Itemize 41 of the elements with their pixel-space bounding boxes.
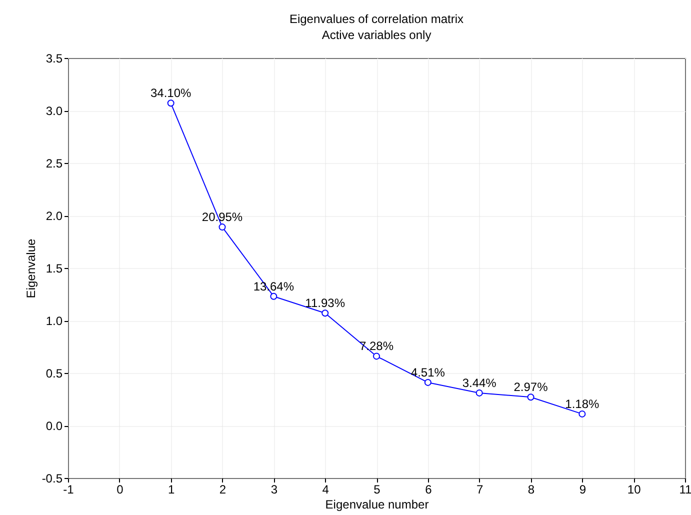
x-tick-label: 4 xyxy=(322,482,330,496)
x-axis-title: Eigenvalue number xyxy=(325,498,429,512)
point xyxy=(424,378,432,386)
point xyxy=(578,410,586,418)
point xyxy=(218,224,226,231)
y-tick-label: 2.5 xyxy=(46,156,63,170)
y-tick-label: 3.0 xyxy=(46,104,63,118)
point xyxy=(527,394,534,401)
y-axis-title: Eigenvalue xyxy=(24,238,38,298)
y-tick-label: 3.5 xyxy=(46,52,63,66)
chart-title: Eigenvalues of correlation matrix xyxy=(289,12,464,26)
point xyxy=(322,310,329,317)
x-tick-label: 11 xyxy=(679,482,691,496)
x-tick-label: 1 xyxy=(168,482,175,496)
y-tick-label: -0.5 xyxy=(42,472,63,486)
x-tick-label: 0 xyxy=(116,482,124,496)
chart-subtitle: Active variables only xyxy=(322,28,432,42)
x-tick-label: -1 xyxy=(63,482,74,496)
annotation: 2.97% xyxy=(514,380,548,394)
x-tick-label: 8 xyxy=(528,482,535,496)
x-tick-label: 9 xyxy=(579,482,586,496)
x-tick-label: 10 xyxy=(627,482,642,496)
x-tick-label: 5 xyxy=(374,482,381,496)
x-tick-label: 3 xyxy=(270,482,278,496)
x-tick-label: 6 xyxy=(425,482,432,496)
y-tick-label: 1.0 xyxy=(46,314,63,328)
point xyxy=(476,389,483,396)
annotation: 34.10% xyxy=(150,86,192,100)
y-tick-label: 0.5 xyxy=(46,366,63,380)
y-tick-label: 0.0 xyxy=(46,419,63,433)
x-tick-label: 2 xyxy=(219,482,226,496)
point xyxy=(373,352,380,360)
y-tick-label: 1.5 xyxy=(46,262,63,276)
annotation: 4.51% xyxy=(410,365,446,380)
annotation: 11.93% xyxy=(305,296,346,310)
point xyxy=(270,292,278,300)
annotation: 1.18% xyxy=(565,396,600,411)
point xyxy=(167,100,174,107)
annotation: 3.44% xyxy=(462,376,497,390)
x-tick-label: 7 xyxy=(476,482,484,496)
y-tick-label: 2.0 xyxy=(46,209,63,223)
